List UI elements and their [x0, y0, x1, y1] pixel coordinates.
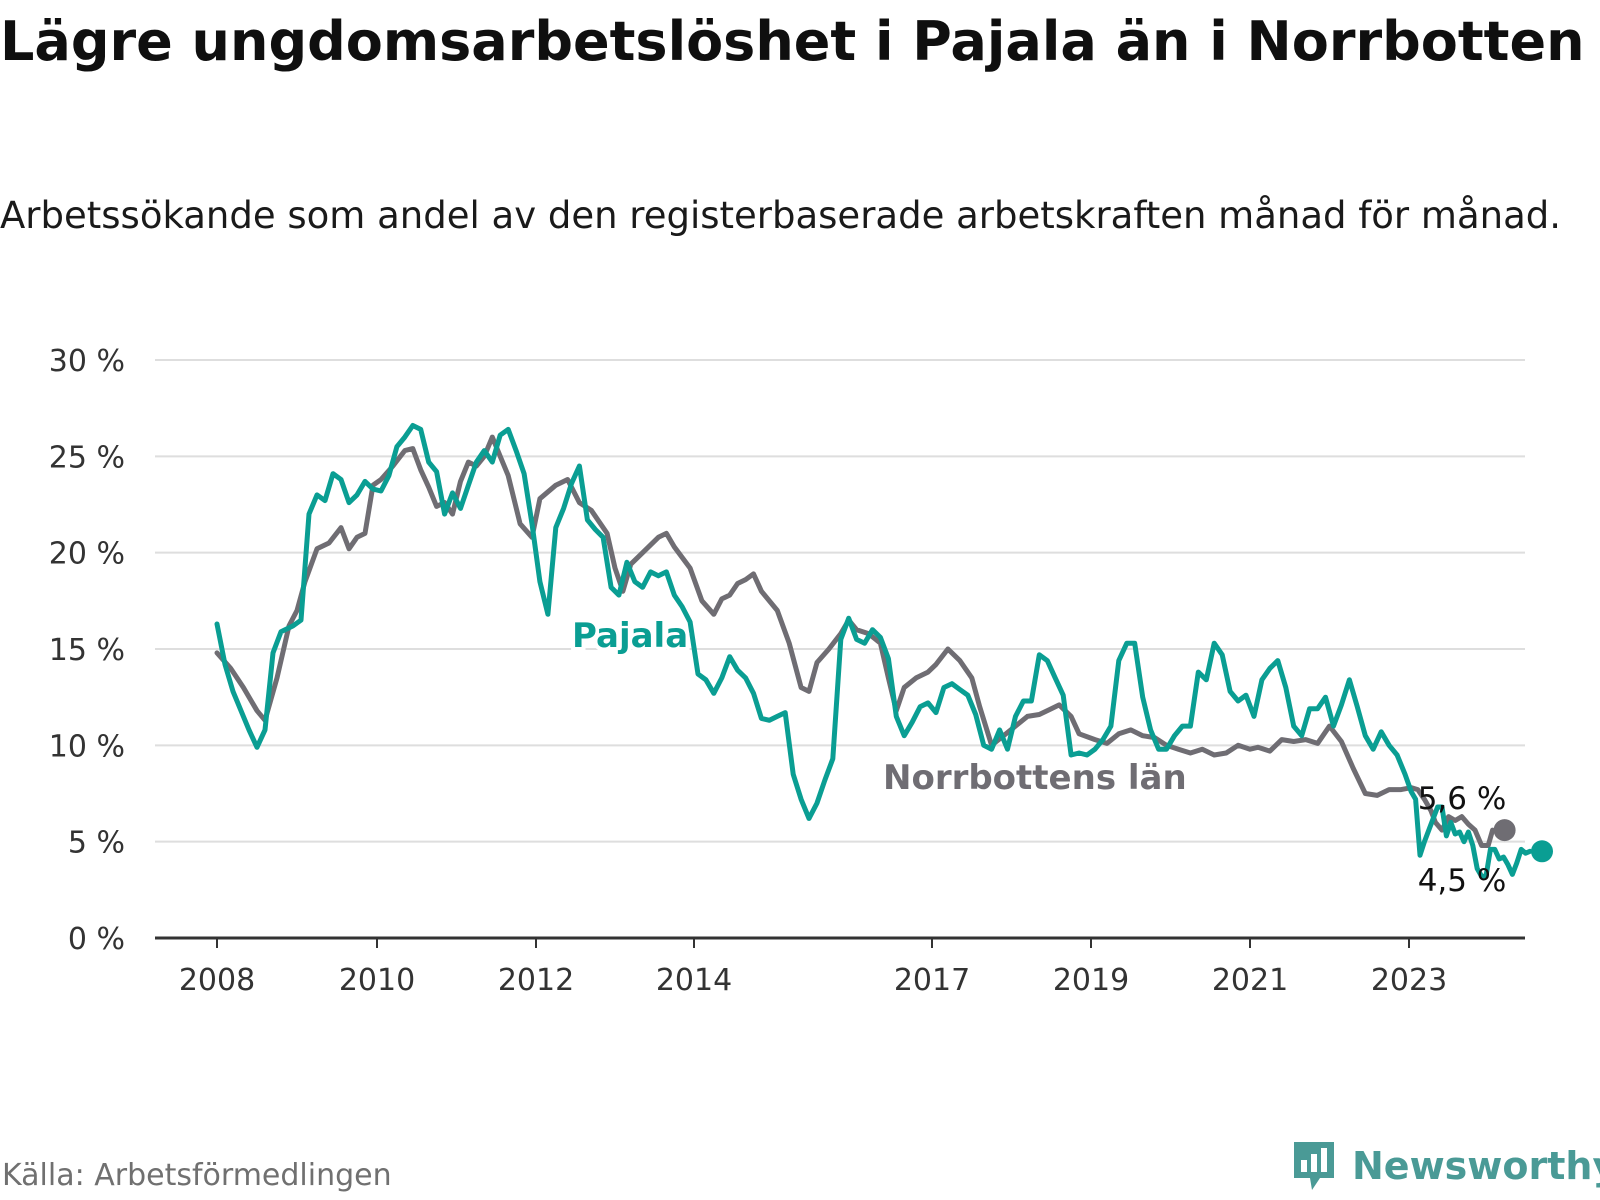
x-tick-label: 2021	[1212, 963, 1288, 998]
x-axis: 2008 2010 2012 2014 2017 2019 2021 2023	[155, 936, 1525, 998]
series-label-pajala-text: Pajala	[572, 616, 688, 656]
end-marker-norrbotten	[1493, 819, 1516, 842]
newsworthy-logo-icon	[1294, 1142, 1334, 1190]
series-label-pajala-halo: Pajala	[572, 616, 688, 656]
x-tick-label: 2023	[1371, 963, 1447, 998]
x-tick-label: 2017	[894, 963, 970, 998]
x-tick-label: 2019	[1053, 963, 1129, 998]
x-tick-label: 2014	[656, 963, 732, 998]
y-tick-label: 15 %	[49, 633, 125, 668]
chart-title: Lägre ungdomsarbetslöshet i Pajala än i …	[0, 10, 1585, 73]
series-label-norrbotten-halo: Norrbottens län	[883, 758, 1187, 798]
end-label-norrbotten: 5,6 %	[1418, 781, 1507, 817]
brand-logo[interactable]: Newsworthy	[1290, 1138, 1600, 1194]
y-tick-label: 5 %	[68, 826, 125, 861]
series-lines	[214, 423, 1533, 879]
end-marker-pajala	[1531, 840, 1553, 863]
series-line-norrbottens-ln	[214, 434, 1496, 848]
source-note: Källa: Arbetsförmedlingen	[2, 1158, 392, 1193]
y-tick-label: 20 %	[49, 537, 125, 572]
chart-subtitle: Arbetssökande som andel av den registerb…	[0, 194, 1561, 237]
x-tick-label: 2010	[339, 963, 415, 998]
x-tick-label: 2008	[179, 963, 255, 998]
y-tick-label: 10 %	[49, 729, 125, 764]
y-tick-label: 25 %	[49, 440, 125, 475]
series-label-norrbotten-text: Norrbottens län	[883, 758, 1187, 798]
y-tick-label: 0 %	[68, 922, 125, 957]
x-tick-label: 2012	[498, 963, 574, 998]
y-tick-label: 30 %	[49, 344, 125, 379]
brand-name: Newsworthy	[1352, 1144, 1600, 1188]
line-chart: 0 %5 %10 %15 %20 %25 %30 % 2008 2010 2012 2…	[49, 344, 1553, 998]
gridlines: 0 % 5 % 10 % 15 % 20 % 25 % 30 %	[49, 344, 1525, 957]
series-line-pajala	[214, 423, 1533, 879]
end-label-pajala: 4,5 %	[1418, 863, 1507, 899]
